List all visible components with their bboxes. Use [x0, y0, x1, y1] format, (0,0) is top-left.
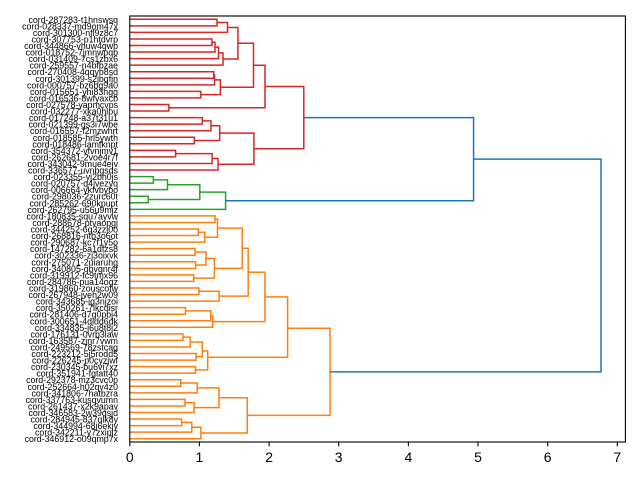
svg-text:cord-230345-bu6vi7xz: cord-230345-bu6vi7xz — [31, 362, 118, 372]
svg-text:cord-267948-jveh2w09: cord-267948-jveh2w09 — [29, 290, 119, 300]
svg-text:cord-344994-68j6ekjy: cord-344994-68j6ekjy — [33, 421, 118, 431]
svg-text:cord-016557-f2mzwhrt: cord-016557-f2mzwhrt — [30, 126, 119, 136]
svg-text:cord-176131-0vrb3law: cord-176131-0vrb3law — [30, 329, 118, 339]
svg-text:cord-343685-ig3njzoi: cord-343685-ig3njzoi — [36, 297, 118, 307]
svg-text:7: 7 — [613, 449, 621, 465]
svg-text:cord-344252-6g3zzj0o: cord-344252-6g3zzj0o — [30, 225, 118, 235]
svg-text:cord-336577-uvnbgsds: cord-336577-uvnbgsds — [28, 166, 119, 176]
svg-text:5: 5 — [474, 449, 482, 465]
svg-text:cord-346912-o09qmp7x: cord-346912-o09qmp7x — [25, 434, 119, 444]
svg-text:cord-018752-7jmnwpqb: cord-018752-7jmnwpqb — [26, 48, 119, 58]
svg-text:cord-350261-7lkcdisr: cord-350261-7lkcdisr — [36, 303, 118, 313]
svg-text:cord-268816-ntb3o6ot: cord-268816-ntb3o6ot — [31, 231, 118, 241]
svg-text:cord-301300-nfl9z8c7: cord-301300-nfl9z8c7 — [33, 28, 118, 38]
svg-text:cord-337763-kusqvumn: cord-337763-kusqvumn — [26, 395, 119, 405]
svg-text:cord-016536-8wfyaxcb: cord-016536-8wfyaxcb — [29, 93, 118, 103]
svg-text:cord-275071-2uiaruhg: cord-275071-2uiaruhg — [31, 257, 118, 267]
svg-text:cord-300651-4didd6dk: cord-300651-4didd6dk — [30, 316, 119, 326]
svg-text:cord-259557-n4bfbzae: cord-259557-n4bfbzae — [29, 61, 118, 71]
svg-text:cord-226245-p0cyzjwf: cord-226245-p0cyzjwf — [32, 356, 119, 366]
svg-text:1: 1 — [196, 449, 204, 465]
svg-text:cord-342211-y7zxipjz: cord-342211-y7zxipjz — [35, 428, 118, 438]
svg-text:cord-020757-q4jvezyq: cord-020757-q4jvezyq — [31, 179, 118, 189]
svg-text:cord-006664-ykfvbybo: cord-006664-ykfvbybo — [31, 185, 118, 195]
svg-text:cord-290687-kc7f1y5o: cord-290687-kc7f1y5o — [30, 238, 118, 248]
svg-text:cord-346583-2w39qsjd: cord-346583-2w39qsjd — [29, 408, 119, 418]
svg-text:cord-027578-yapmcvps: cord-027578-yapmcvps — [26, 100, 119, 110]
svg-text:cord-032277-xka0hlpu: cord-032277-xka0hlpu — [30, 107, 118, 117]
svg-text:6: 6 — [544, 449, 552, 465]
svg-text:cord-017248-a37t31u1: cord-017248-a37t31u1 — [29, 113, 118, 123]
svg-text:cord-223212-5j5rodd5: cord-223212-5j5rodd5 — [31, 349, 118, 359]
svg-text:cord-262795-u56u9mjz: cord-262795-u56u9mjz — [28, 205, 118, 215]
svg-text:cord-284945-837qlk8y: cord-284945-837qlk8y — [30, 415, 118, 425]
svg-text:cord-261437-x2k9apav: cord-261437-x2k9apav — [28, 401, 119, 411]
svg-text:cord-334835-j6u8t8j2: cord-334835-j6u8t8j2 — [35, 323, 118, 333]
svg-text:cord-015651-yhi83hgg: cord-015651-yhi83hgg — [30, 87, 118, 97]
svg-text:cord-354372-vfvnjmv1: cord-354372-vfvnjmv1 — [31, 146, 118, 156]
svg-text:cord-249569-78zstcag: cord-249569-78zstcag — [30, 342, 118, 352]
svg-text:cord-285262-690kpupt: cord-285262-690kpupt — [29, 198, 118, 208]
svg-text:cord-301399-s2jbqfjn: cord-301399-s2jbqfjn — [35, 74, 118, 84]
svg-text:cord-284786-pua14ogz: cord-284786-pua14ogz — [27, 277, 118, 287]
svg-text:0: 0 — [126, 449, 134, 465]
svg-text:cord-262681-2voe4r7f: cord-262681-2voe4r7f — [31, 152, 118, 162]
svg-text:cord-343042-9mue4ejv: cord-343042-9mue4ejv — [28, 159, 119, 169]
svg-text:cord-292378-mz3cvc0p: cord-292378-mz3cvc0p — [26, 375, 118, 385]
svg-text:cord-018585-hrl5ywth: cord-018585-hrl5ywth — [33, 133, 118, 143]
svg-text:cord-344866-vhuw4gwb: cord-344866-vhuw4gwb — [24, 41, 118, 51]
svg-text:cord-319860-zouscofw: cord-319860-zouscofw — [29, 283, 119, 293]
svg-text:cord-252664-h02qv4z0: cord-252664-h02qv4z0 — [28, 382, 119, 392]
svg-text:cord-031409-7cs1zbx6: cord-031409-7cs1zbx6 — [29, 54, 119, 64]
svg-text:cord-018486-lamfknpt: cord-018486-lamfknpt — [32, 139, 118, 149]
svg-text:cord-340805-qbvgnr4f: cord-340805-qbvgnr4f — [31, 264, 118, 274]
svg-text:4: 4 — [405, 449, 413, 465]
svg-text:cord-163587-zjnr7vwm: cord-163587-zjnr7vwm — [29, 336, 118, 346]
svg-text:cord-021399-gs3i7wbe: cord-021399-gs3i7wbe — [29, 120, 119, 130]
svg-text:cord-319912-fc9tmx96: cord-319912-fc9tmx96 — [30, 270, 118, 280]
svg-text:cord-351941-fgtatt40: cord-351941-fgtatt40 — [36, 369, 118, 379]
svg-text:2: 2 — [265, 449, 273, 465]
svg-text:cord-281406-d7g0pbj4: cord-281406-d7g0pbj4 — [29, 310, 118, 320]
svg-text:cord-023355-yj2bh0js: cord-023355-yj2bh0js — [33, 172, 118, 182]
svg-text:cord-180835-squ7ayvw: cord-180835-squ7ayvw — [27, 211, 119, 221]
svg-text:cord-147282-6a1dfzs8: cord-147282-6a1dfzs8 — [30, 244, 118, 254]
svg-text:cord-341806-7hatbzra: cord-341806-7hatbzra — [31, 388, 118, 398]
svg-text:cord-307753-p1htdvrp: cord-307753-p1htdvrp — [31, 34, 118, 44]
svg-text:cord-302336-zj3oixvk: cord-302336-zj3oixvk — [34, 251, 118, 261]
svg-text:cord-287283-t1hnswsq: cord-287283-t1hnswsq — [29, 15, 119, 25]
svg-text:cord-028337-md9om47x: cord-028337-md9om47x — [22, 21, 118, 31]
svg-text:cord-298036-2zurc60t: cord-298036-2zurc60t — [32, 192, 119, 202]
svg-text:cord-270408-4qqyb8sd: cord-270408-4qqyb8sd — [28, 67, 119, 77]
svg-text:3: 3 — [335, 449, 343, 465]
svg-text:cord-288678-ptvaopgj: cord-288678-ptvaopgj — [32, 218, 118, 228]
svg-text:cord-000757-bz6bg9a0: cord-000757-bz6bg9a0 — [27, 80, 118, 90]
